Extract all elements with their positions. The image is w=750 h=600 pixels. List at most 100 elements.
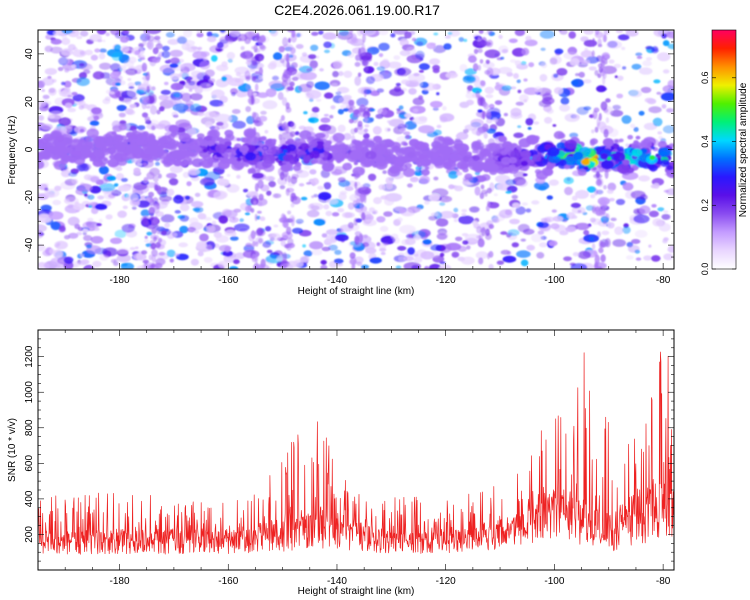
spectrogram-noise-cell [155,43,163,50]
spectrogram-ridge-cell [443,154,450,160]
spectrogram-ridge-cell [323,142,332,148]
spectrogram-noise-cell [146,71,150,82]
spectrogram-noise-cell [110,63,121,72]
spectrogram-noise-cell [38,224,47,233]
spectrogram-ridge-cell [631,148,643,157]
spectrogram-ridge-cell [89,157,95,162]
spectrogram-noise-cell [172,103,189,112]
spectrogram-noise-cell [231,91,237,97]
spectrogram-noise-cell [540,47,546,51]
spectrogram-noise-cell [309,169,317,175]
spectrogram-noise-cell [52,199,62,206]
spectrogram-noise-cell [182,171,190,178]
spectrogram-ridge-cell [239,145,249,153]
spectrogram-noise-cell [116,254,131,263]
spectrogram-noise-cell [50,38,62,45]
spectrogram-noise-cell [284,173,288,182]
spectrogram-noise-cell [324,49,330,54]
y-tick-label: 800 [24,419,35,436]
spectrogram-ridge-cell [456,160,468,170]
spectrogram-ridge-cell [531,154,542,162]
spectrogram-noise-cell [448,184,455,190]
spectrogram-noise-cell [615,30,623,34]
spectrogram-noise-cell [510,59,517,63]
spectrogram-noise-cell [511,194,518,200]
spectrogram-noise-cell [347,52,355,58]
spectrogram-noise-cell [139,57,146,61]
spectrogram-noise-cell [548,240,558,247]
spectrogram-noise-cell [315,55,320,59]
spectrogram-noise-cell [42,94,50,100]
spectrogram-noise-cell [513,132,524,139]
spectrogram-noise-cell [119,65,127,71]
spectrogram-noise-cell [278,133,282,141]
colorbar-tick-label: 0.0 [700,263,710,276]
spectrogram-noise-cell [485,94,494,99]
spectrogram-noise-cell [320,259,327,265]
spectrogram-noise-cell [526,244,535,251]
spectrogram-noise-cell [191,70,202,77]
spectrogram-noise-cell [153,35,161,41]
spectrogram-ridge-cell [405,157,412,162]
spectrogram-noise-cell [337,31,354,40]
spectrogram-noise-cell [603,34,607,43]
spectrogram-noise-cell [186,128,196,136]
spectrogram-ridge-cell [365,150,377,160]
spectrogram-noise-cell [164,222,171,228]
spectrogram-noise-cell [151,125,156,131]
spectrogram-noise-cell [520,238,526,242]
spectrogram-noise-cell [390,33,396,38]
spectrogram-ridge-cell [156,149,164,156]
spectrogram-noise-cell [631,63,642,70]
colorbar-ticks: 0.0 0.2 0.4 0.6 [700,72,736,276]
spectrogram-noise-cell [484,86,495,94]
spectrogram-noise-cell [144,35,149,40]
spectrogram-noise-cell [260,110,267,115]
spectrogram-noise-cell [569,132,579,138]
spectrogram-ridge-cell [602,138,614,147]
spectrogram-noise-cell [648,106,662,114]
spectrogram-noise-cell [657,52,671,62]
spectrogram-noise-cell [206,36,217,43]
spectrogram-noise-cell [164,81,169,86]
snr-x-label: Height of straight line (km) [298,586,415,597]
spectrogram-noise-cell [663,210,669,214]
spectrogram-ridge-cell [328,163,335,169]
spectrogram-noise-cell [415,50,425,60]
spectrogram-noise-cell [254,83,259,92]
spectrogram-noise-cell [92,112,104,120]
spectrogram-ridge-cell [142,162,148,167]
spectrogram-ridge-cell [311,158,319,164]
spectrogram-noise-cell [424,200,430,205]
spectrogram-noise-cell [609,197,615,202]
spectrogram-noise-cell [82,229,89,233]
spectrogram-noise-cell [136,162,143,167]
spectrogram-noise-cell [302,244,306,248]
spectrogram-noise-cell [169,63,179,68]
spectrogram-noise-cell [354,76,362,86]
spectrogram-noise-cell [467,85,474,92]
spectrogram-noise-cell [436,92,440,96]
spectrogram-noise-cell [78,72,87,80]
spectrogram-ridge-cell [271,138,277,143]
spectrogram-noise-cell [309,60,319,69]
spectrogram-noise-cell [152,47,159,55]
spectrogram-ridge-cell [332,132,345,143]
spectrogram-noise-cell [285,75,292,85]
spectrogram-noise-cell [159,195,172,202]
spectrogram-noise-cell [291,227,304,234]
spectrogram-noise-cell [90,176,100,183]
spectrogram-noise-cell [376,216,386,223]
spectrogram-ridge-cell [43,133,54,142]
spectrogram-noise-cell [337,124,346,133]
x-tick-label: -140 [327,576,347,587]
spectrogram-noise-cell [443,43,452,50]
spectrogram-noise-cell [74,263,79,268]
spectrogram-noise-cell [418,63,430,71]
spectrogram-noise-cell [658,222,671,232]
spectrogram-ridge-cell [109,150,115,155]
spectrogram-noise-cell [44,188,60,198]
spectrogram-noise-cell [482,110,486,120]
spectrogram-ridge-cell [86,128,99,138]
spectrogram-noise-cell [512,202,520,208]
